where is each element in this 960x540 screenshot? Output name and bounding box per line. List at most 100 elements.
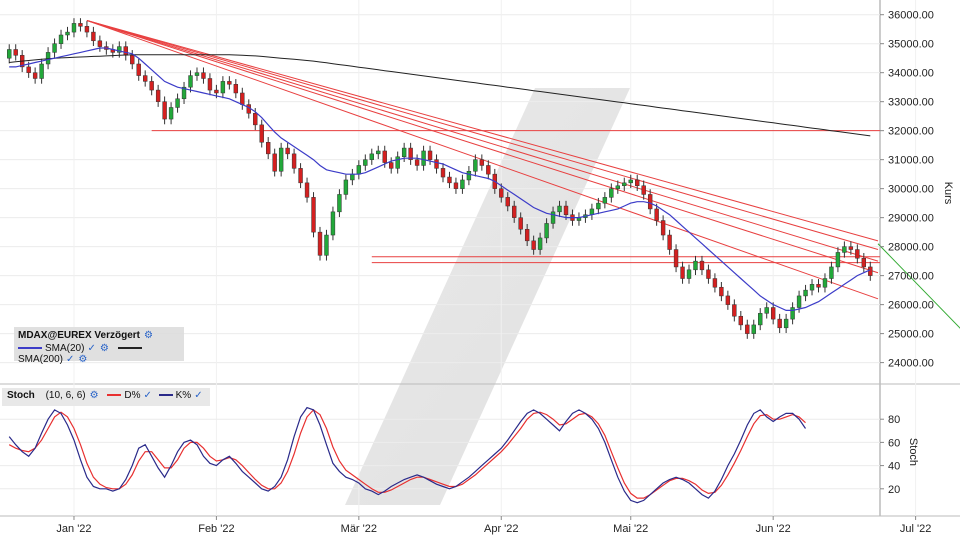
legend-title: MDAX@EUREX Verzögert [18,330,140,341]
candle-body [486,165,491,175]
candle-body [427,150,433,160]
stoch-d-line [8,409,806,499]
gridlines [0,0,960,517]
check-icon[interactable]: ✓ [194,390,203,401]
candle-body [654,208,659,221]
candle-body [531,240,536,250]
candle-body [434,159,439,169]
candle-body [291,153,297,169]
candle-body [285,147,290,155]
candle-body [557,205,562,213]
candle-body [395,156,400,169]
candle-body [764,307,769,314]
settings-icon[interactable]: ⚙ [78,354,88,365]
candle-body [233,84,239,94]
candle-body [143,75,148,82]
candle-body [622,182,627,187]
stoch-legend: Stoch (10, 6, 6) ⚙ D% ✓ K% ✓ [2,388,210,406]
candle-body [311,197,316,233]
check-icon[interactable]: ✓ [87,343,96,354]
candle-body [770,307,776,320]
candle-body [647,194,653,210]
x-tick-label: Jul '22 [900,523,931,535]
legend-d-swatch [107,394,122,397]
candle-body [414,159,420,166]
candle-body [52,43,57,53]
y-tick-label: 25000.00 [888,329,934,341]
legend-sma20-label: SMA(20) [45,343,85,354]
candle-body [130,55,135,65]
candle-body [304,182,310,198]
price-axis: 36000.00 35000.00 34000.00 33000.00 32000.00… [880,10,954,370]
candle-body [278,147,284,172]
candle-body [188,75,193,88]
candle-body [615,185,620,189]
candle-body [194,72,200,76]
settings-icon[interactable]: ⚙ [89,390,99,401]
candle-body [725,295,731,305]
check-icon[interactable]: ✓ [143,390,152,401]
candle-body [7,49,12,59]
legend-sma20-swatch [18,347,42,350]
settings-icon[interactable]: ⚙ [99,343,109,354]
candle-body [207,78,213,91]
candle-body [363,159,368,166]
stoch-k-line [8,406,806,504]
trend-line [86,20,879,242]
candle-body [337,194,342,213]
candle-body [835,252,841,268]
stoch-label: Stoch [7,390,35,401]
candle-body [253,113,258,126]
candle-body [466,171,472,181]
trend-line [86,20,879,262]
settings-icon[interactable]: ⚙ [144,330,153,341]
y-tick-label: 34000.00 [888,68,934,80]
candle-body [155,89,161,102]
candle-body [97,40,103,47]
candle-body [324,234,329,256]
candle-body [596,202,601,210]
candle-body [175,98,180,108]
candle-body [317,231,323,256]
candle-body [32,72,38,79]
candle-body [758,313,763,326]
candle-body [58,34,64,44]
candle-body [65,31,70,36]
y-axis-title: Kurs [942,182,954,205]
legend-sma200-swatch [117,347,142,350]
candle-body [453,182,459,189]
y-tick-label: 31000.00 [888,155,934,167]
y-tick-label: 32000.00 [888,126,934,138]
candle-body [440,168,446,178]
candle-body [518,217,523,230]
sma20-line [9,47,871,311]
candles [7,18,873,339]
candle-body [382,150,387,163]
candle-body [563,205,569,215]
candle-body [699,260,705,271]
candle-body [26,66,31,73]
x-tick-label: Apr '22 [484,523,519,535]
candle-body [84,26,90,33]
candle-body [227,81,232,85]
candle-body [298,168,303,184]
candle-body [71,23,77,33]
candle-body [803,289,808,297]
candle-body [673,249,679,268]
y-tick-label: 33000.00 [888,97,934,109]
candle-body [842,246,847,253]
check-icon[interactable]: ✓ [66,354,75,365]
candle-body [479,159,485,166]
watermark-logo [345,88,630,505]
candle-body [680,266,685,279]
y-tick-label: 27000.00 [888,271,934,283]
candle-body [783,318,789,329]
stoch-params: (10, 6, 6) [45,390,86,401]
candle-body [117,46,122,53]
trend-line [86,20,879,251]
x-tick-label: Jan '22 [56,523,91,535]
candle-body [777,318,782,329]
candle-body [635,179,640,187]
candle-body [240,92,245,105]
